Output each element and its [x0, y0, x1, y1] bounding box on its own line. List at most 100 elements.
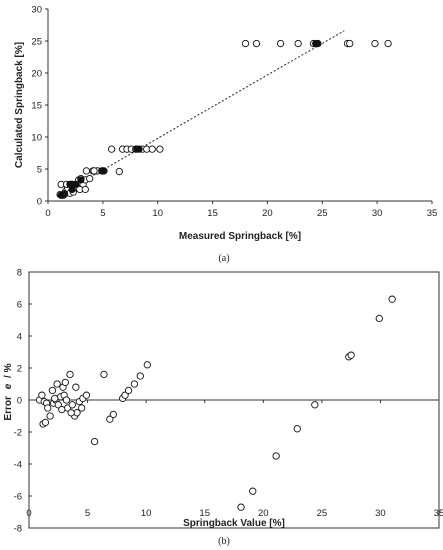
data-point — [44, 404, 52, 412]
data-point — [66, 370, 74, 379]
data-point — [68, 401, 76, 409]
panel-a-ytick-label: 25 — [31, 37, 42, 48]
panel-a-trendline-group — [58, 30, 345, 196]
panel-b-ylabel-symbol: e — [3, 383, 14, 389]
panel-a-xticks: 0 5 10 15 20 25 30 35 — [45, 201, 437, 219]
panel-a-trendline — [58, 30, 345, 196]
data-point — [81, 185, 89, 194]
panel-a-ylabel: Calculated Springback [%] — [14, 42, 25, 168]
data-point — [143, 361, 151, 369]
panel-b-xtick-label: 10 — [141, 508, 152, 519]
data-point — [51, 394, 59, 403]
data-point-filled — [60, 190, 69, 198]
data-point — [294, 39, 302, 48]
panel-b-ytick-label: -8 — [14, 524, 22, 535]
panel-b-xtick-label: 25 — [317, 508, 328, 519]
data-point-filled — [77, 176, 85, 184]
panel-b-ytick-label: 4 — [17, 332, 22, 343]
data-point — [48, 386, 57, 395]
panel-b-caption: (b) — [218, 536, 230, 547]
panel-a: 0 5 10 15 20 25 30 0 5 10 15 20 25 30 35 Measured Spr… — [14, 5, 437, 265]
panel-a-xtick-label: 0 — [45, 208, 50, 219]
panel-b-yticks: 8 6 4 2 0 -2 -4 -6 -8 — [14, 268, 32, 535]
panel-b-xtick-label: 20 — [258, 508, 269, 519]
data-point — [388, 295, 396, 303]
panel-a-xtick-label: 5 — [100, 208, 105, 219]
panel-b-ytick-label: -6 — [14, 492, 22, 503]
panel-b-xtick-label: 0 — [26, 508, 31, 519]
panel-b-ytick-label: 6 — [17, 300, 22, 311]
data-point — [347, 351, 355, 359]
data-point — [130, 380, 139, 388]
data-point — [62, 396, 71, 404]
data-point-filled — [135, 145, 143, 153]
panel-a-yticks: 0 5 10 15 20 25 30 — [31, 5, 48, 208]
panel-a-xtick-label: 15 — [207, 208, 218, 219]
data-point — [46, 412, 54, 420]
data-point — [67, 409, 75, 417]
data-point — [72, 383, 80, 391]
data-point — [100, 370, 108, 379]
data-point — [78, 404, 86, 412]
panel-a-xlabel: Measured Springback [%] — [179, 231, 301, 242]
panel-b-ylabel-text: Error — [3, 396, 14, 421]
data-point-filled — [100, 167, 108, 175]
panel-a-xtick-label: 25 — [317, 208, 328, 219]
data-point — [272, 452, 280, 460]
data-point — [90, 167, 98, 175]
data-point — [384, 39, 392, 48]
data-point — [41, 418, 50, 427]
data-point — [109, 410, 117, 419]
panel-b-ytick-label: 0 — [17, 396, 22, 407]
panel-b-ylabel: Error e / % — [3, 363, 14, 420]
data-point — [237, 503, 245, 511]
data-point — [346, 39, 354, 48]
data-point — [136, 372, 144, 380]
panel-a-ytick-label: 30 — [31, 5, 42, 16]
panel-b-xtick-label: 30 — [375, 508, 386, 519]
data-point — [241, 39, 250, 48]
data-point — [124, 386, 133, 395]
data-point-filled — [68, 185, 76, 194]
panel-a-ytick-label: 10 — [31, 133, 42, 144]
data-point — [115, 167, 123, 176]
panel-a-xtick-label: 30 — [372, 208, 383, 219]
panel-a-ytick-label: 0 — [37, 197, 42, 208]
data-point — [61, 378, 69, 387]
data-point — [156, 145, 164, 153]
data-point — [121, 391, 129, 399]
panel-b-xtick-label: 5 — [85, 508, 90, 519]
data-point — [54, 401, 62, 409]
panel-b-xlabel: Springback Value [%] — [183, 518, 285, 529]
data-point — [249, 487, 257, 495]
data-point — [107, 145, 116, 153]
panel-b-ytick-label: 8 — [17, 268, 22, 279]
data-point — [86, 174, 94, 183]
data-point-filled — [71, 180, 80, 189]
data-point — [371, 39, 379, 48]
data-point — [58, 405, 66, 414]
panel-b-ytick-label: 2 — [17, 364, 22, 375]
data-point — [90, 437, 99, 446]
data-point — [53, 380, 61, 388]
panel-a-ytick-label: 15 — [31, 101, 42, 112]
panel-b-xtick-label: 35 — [434, 508, 443, 519]
panel-b-ylabel-unit: / % — [3, 363, 14, 378]
panel-a-xtick-label: 10 — [152, 208, 163, 219]
data-point — [38, 391, 46, 399]
panel-a-points — [56, 39, 392, 199]
data-point — [276, 39, 285, 48]
panel-b-xtick-label: 15 — [199, 508, 210, 519]
data-point — [375, 314, 383, 323]
panel-a-ytick-label: 5 — [37, 165, 42, 176]
data-point-filled — [314, 39, 322, 48]
panel-a-ytick-label: 20 — [31, 69, 42, 80]
data-point — [82, 391, 91, 399]
data-point — [293, 425, 301, 433]
panel-b-ytick-label: -4 — [14, 460, 22, 471]
panel-a-xtick-label: 20 — [262, 208, 273, 219]
data-point — [82, 167, 91, 175]
panel-b-xticks: 0 5 10 15 20 25 30 35 — [26, 400, 443, 519]
data-point — [106, 415, 114, 423]
